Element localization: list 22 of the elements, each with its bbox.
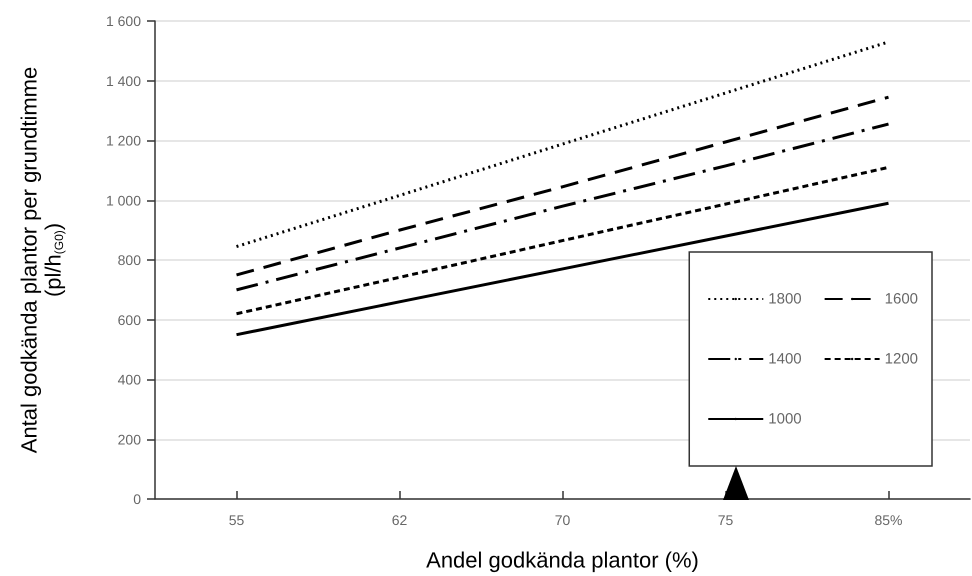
y-tick-label: 400 [118,372,142,388]
x-tick-label: 85% [874,512,903,528]
x-axis-title: Andel godkända plantor (%) [426,548,699,572]
legend-label: 1800 [768,290,802,308]
y-tick-label: 200 [118,431,142,448]
y-tick-label: 1 200 [106,132,142,148]
legend-label: 1200 [884,350,918,368]
line-series [235,96,890,276]
x-tick-label: 62 [392,512,408,528]
legend-label: 1600 [884,290,918,308]
y-tick-label: 1 000 [106,192,142,208]
legend-label: 1000 [768,410,802,428]
y-tick-label: 1 400 [106,72,142,89]
legend-label: 1400 [768,350,802,368]
y-tick-label: 0 [133,491,142,507]
y-tick-label: 800 [118,252,142,268]
y-tick-label: 600 [118,312,142,328]
x-tick-label: 75 [718,512,734,528]
x-tick-label: 55 [228,512,244,528]
y-tick-label: 1 600 [106,13,142,29]
line-series [235,122,890,292]
x-tick-label: 70 [554,512,570,528]
